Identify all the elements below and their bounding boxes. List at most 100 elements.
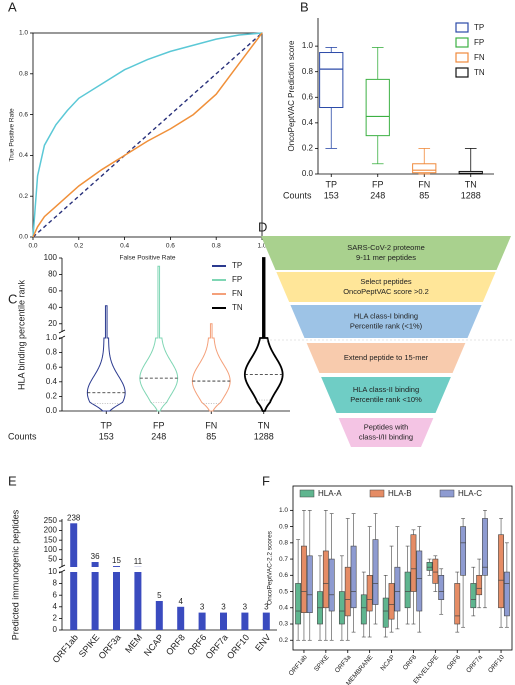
bar xyxy=(70,572,78,630)
bar-value-label: 3 xyxy=(264,603,269,612)
x-tick-label: ORF8 xyxy=(164,632,187,657)
box xyxy=(328,558,335,612)
y-tick-label: 40 xyxy=(48,302,57,311)
y-tick-label: 0.0 xyxy=(46,406,58,415)
y-tick-label: 6 xyxy=(53,590,58,599)
box xyxy=(498,534,504,609)
box xyxy=(454,583,461,625)
funnel-text: class-I/II binding xyxy=(359,432,413,441)
panel-label: C xyxy=(8,291,17,306)
y-tick-label: 0.7 xyxy=(279,556,288,563)
funnel-text: HLA class-II binding xyxy=(353,385,419,394)
y-tick-label: 8 xyxy=(53,579,58,588)
box xyxy=(344,566,351,617)
count: 248 xyxy=(151,431,166,441)
panel-label: B xyxy=(300,0,309,14)
y-tick-label: 0.2 xyxy=(46,392,58,401)
axis-break xyxy=(58,569,66,574)
bar-upper xyxy=(70,523,78,567)
x-tick-label: FN xyxy=(418,179,430,189)
count: 153 xyxy=(324,190,339,200)
bar-value-label: 5 xyxy=(157,591,162,600)
y-tick-label: 20 xyxy=(48,319,57,328)
legend-label: HLA-C xyxy=(458,489,482,498)
box xyxy=(426,562,433,571)
violin xyxy=(191,323,231,412)
legend-label: TP xyxy=(232,261,242,270)
legend-swatch xyxy=(455,52,469,63)
legend-swatch xyxy=(455,22,469,33)
x-tick-label: TN xyxy=(465,179,477,189)
x-tick-label: ORF1ab xyxy=(288,654,309,678)
legend-label: FP xyxy=(232,275,242,284)
y-tick-label: 80 xyxy=(48,270,57,279)
y-tick-label: 0.0 xyxy=(302,169,314,178)
violin xyxy=(243,257,284,412)
x-tick-label: 0.8 xyxy=(212,243,221,250)
y-tick-label: 2 xyxy=(53,614,58,623)
box xyxy=(460,526,467,576)
y-axis-label: OncoPeptVAC-2.2 scores xyxy=(267,530,274,605)
count: 248 xyxy=(370,190,385,200)
y-tick-label: 0.8 xyxy=(302,67,314,76)
y-tick-label: 10 xyxy=(48,567,57,576)
plot-frame xyxy=(32,32,263,238)
violin xyxy=(139,265,179,412)
funnel-text: Select peptides xyxy=(360,277,412,286)
bar-upper xyxy=(91,562,99,567)
x-tick-label: FP xyxy=(153,420,165,430)
legend-swatch xyxy=(455,67,469,78)
box xyxy=(338,591,345,625)
box xyxy=(416,550,423,612)
y-tick-label: 0.8 xyxy=(46,348,58,357)
legend-label: HLA-B xyxy=(388,489,412,498)
funnel-text: OncoPeptVAC score >0.2 xyxy=(343,287,429,296)
box xyxy=(388,583,395,620)
diagonal xyxy=(32,32,263,238)
box xyxy=(438,575,445,600)
panel-label: A xyxy=(8,0,17,14)
bar xyxy=(198,612,206,630)
funnel-text: SARS-CoV-2 proteome xyxy=(347,243,425,252)
legend-label: TN xyxy=(474,68,485,77)
panel-label: F xyxy=(262,473,270,488)
panel-label: E xyxy=(8,473,17,488)
funnel-text: HLA class-I binding xyxy=(354,311,418,320)
x-tick-label: TP xyxy=(325,179,337,189)
y-tick-label: 0.2 xyxy=(302,144,314,153)
y-tick-label: 100 xyxy=(44,253,58,262)
y-tick-label: 0.4 xyxy=(46,377,58,386)
funnel-text: Peptides with xyxy=(364,422,409,431)
box xyxy=(319,52,344,109)
legend-label: FN xyxy=(474,53,485,62)
bar xyxy=(113,572,120,630)
legend-swatch xyxy=(369,489,385,498)
box xyxy=(412,163,437,174)
box xyxy=(432,558,439,584)
bar-value-label: 3 xyxy=(200,603,205,612)
box xyxy=(365,78,390,137)
x-tick-label: SPIKE xyxy=(313,653,331,673)
y-tick-label: 1.0 xyxy=(19,30,28,37)
legend-label: TP xyxy=(474,23,484,32)
x-tick-label: 0.0 xyxy=(28,243,37,250)
bar xyxy=(177,606,185,630)
bar-value-label: 15 xyxy=(112,556,121,565)
y-tick-label: 0.0 xyxy=(19,234,28,241)
box xyxy=(295,583,302,625)
x-tick-label: FN xyxy=(205,420,217,430)
count: 1288 xyxy=(254,431,274,441)
y-tick-label: 0.8 xyxy=(279,540,288,547)
y-tick-label: 0.4 xyxy=(302,118,314,127)
count: 153 xyxy=(99,431,114,441)
funnel-text: Percentile rank <10% xyxy=(350,395,422,404)
funnel-step xyxy=(290,305,482,338)
legend-label: TN xyxy=(232,303,243,312)
x-tick-label: ENV xyxy=(253,632,273,653)
funnel-text: Percentile rank (<1%) xyxy=(350,321,423,330)
box xyxy=(306,555,313,613)
y-axis-label: OncoPeptVAC Prediction score xyxy=(287,40,296,152)
box xyxy=(382,597,389,628)
funnel-text: 9-11 mer peptides xyxy=(356,253,416,262)
y-tick-label: 200 xyxy=(44,526,58,535)
